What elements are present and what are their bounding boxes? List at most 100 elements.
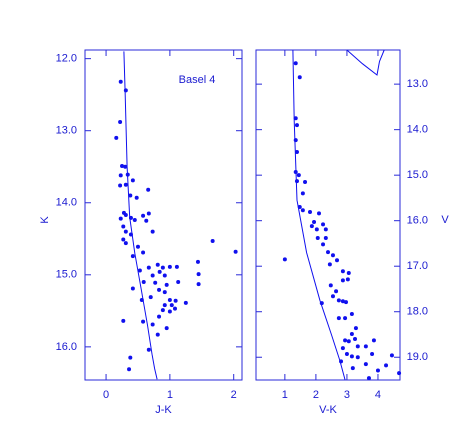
data-point <box>141 280 146 285</box>
y-tick-label: 14.0 <box>56 197 77 209</box>
data-point <box>130 254 135 259</box>
data-point <box>344 300 348 305</box>
data-point <box>345 277 350 282</box>
data-point <box>335 258 339 263</box>
data-point <box>323 235 328 240</box>
data-point <box>160 265 165 270</box>
data-point <box>121 237 126 242</box>
data-point <box>141 213 146 218</box>
plot-frame <box>84 49 243 381</box>
data-point <box>355 355 360 360</box>
data-point <box>300 208 305 213</box>
data-point <box>336 298 341 303</box>
data-point <box>375 368 380 373</box>
data-point <box>176 280 181 285</box>
x-tick-label: 3 <box>344 389 350 401</box>
data-point <box>303 180 308 184</box>
data-point <box>114 135 119 140</box>
data-point <box>349 354 354 359</box>
data-point <box>315 235 320 240</box>
data-point <box>118 173 123 178</box>
data-point <box>167 264 172 269</box>
x-tick-label: 1 <box>282 389 288 401</box>
data-point <box>157 269 162 274</box>
data-point <box>309 224 314 229</box>
data-point <box>148 295 153 300</box>
data-point <box>346 271 351 276</box>
data-point <box>321 242 326 247</box>
data-point <box>123 241 128 246</box>
data-point <box>130 286 135 291</box>
data-point <box>162 303 167 308</box>
data-point <box>355 344 360 349</box>
x-tick-label: 0 <box>103 389 109 401</box>
data-point <box>134 195 139 200</box>
y-tick-label: 16.0 <box>407 215 428 227</box>
data-point <box>141 319 146 324</box>
data-point <box>162 290 167 295</box>
data-point <box>123 229 128 234</box>
data-point <box>153 280 158 285</box>
data-point <box>353 326 358 331</box>
data-point <box>155 262 160 267</box>
data-point <box>167 309 172 314</box>
data-point <box>293 116 298 121</box>
y-tick-label: 16.0 <box>56 341 77 353</box>
y-tick-label: 19.0 <box>407 351 428 363</box>
data-point <box>294 179 299 184</box>
data-point <box>353 337 357 342</box>
x-tick-label: 4 <box>375 389 381 401</box>
data-point <box>164 326 169 331</box>
data-point <box>294 149 299 154</box>
data-point <box>164 282 169 287</box>
data-point <box>296 173 301 178</box>
data-point <box>314 227 319 232</box>
y-tick-label: 12.0 <box>56 53 77 65</box>
data-point <box>340 278 345 283</box>
data-point <box>389 353 394 358</box>
isochrone-line <box>123 51 158 380</box>
data-point <box>127 367 132 372</box>
data-point <box>144 218 149 223</box>
data-point <box>128 193 133 198</box>
data-point <box>169 303 174 308</box>
data-point <box>183 300 188 305</box>
data-point <box>233 249 238 254</box>
data-point <box>123 88 128 93</box>
data-point <box>137 268 142 273</box>
data-point <box>123 182 128 187</box>
data-point <box>167 298 172 303</box>
data-point <box>293 138 298 143</box>
data-point <box>123 213 128 217</box>
data-point <box>135 244 140 249</box>
data-point <box>328 283 333 288</box>
isochrone-line <box>292 49 346 381</box>
data-point <box>195 259 200 264</box>
data-point <box>146 347 151 352</box>
y-tick-label: 15.0 <box>56 269 77 281</box>
data-point <box>384 363 389 368</box>
data-point <box>350 366 355 371</box>
data-point <box>146 265 151 270</box>
data-point <box>155 332 160 337</box>
data-point <box>157 314 162 319</box>
isochrone-line <box>346 49 385 76</box>
data-point <box>371 338 376 343</box>
data-point <box>343 316 348 321</box>
data-point <box>363 362 368 367</box>
data-point <box>297 75 302 80</box>
data-point <box>141 250 146 255</box>
data-point <box>162 273 167 278</box>
data-point <box>326 250 330 255</box>
data-point <box>121 318 126 323</box>
data-point <box>210 238 215 243</box>
data-point <box>118 216 123 221</box>
data-point <box>123 164 128 169</box>
x-tick-label: 1 <box>167 389 173 401</box>
data-point <box>343 338 348 343</box>
y-axis-label: V <box>441 214 449 226</box>
x-axis-label: J-K <box>155 404 172 416</box>
data-point <box>349 332 354 337</box>
data-point <box>132 218 137 223</box>
